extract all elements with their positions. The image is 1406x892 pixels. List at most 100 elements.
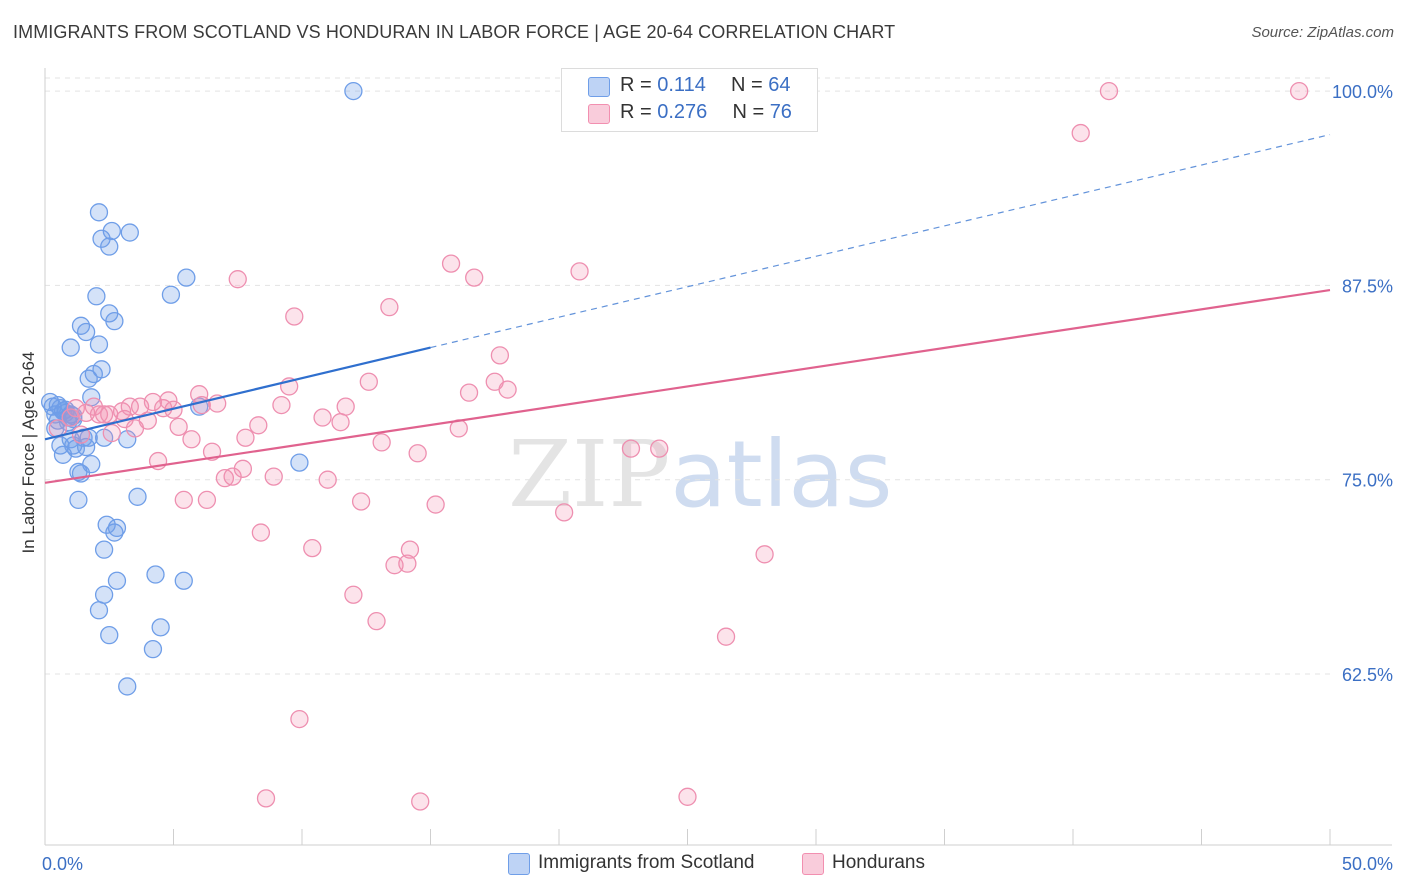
point-honduran: [367, 612, 386, 631]
point-honduran: [1099, 81, 1119, 101]
legend-r-value-scotland: 0.114: [657, 74, 706, 96]
point-scotland: [94, 540, 114, 559]
point-scotland: [102, 221, 121, 241]
point-honduran: [408, 444, 427, 463]
point-scotland: [61, 338, 80, 357]
point-honduran: [1290, 81, 1309, 101]
x-tick-label: 50.0%: [1342, 854, 1393, 874]
trendline-scotland-extension: [430, 134, 1331, 349]
trendline-scotland: [44, 346, 431, 441]
point-scotland: [161, 285, 181, 304]
x-tick-label: 0.0%: [42, 854, 83, 874]
point-scotland: [94, 585, 114, 604]
point-scotland: [92, 360, 111, 379]
point-scotland: [177, 268, 196, 287]
point-honduran: [344, 585, 363, 604]
point-honduran: [102, 423, 121, 443]
point-scotland: [89, 203, 109, 222]
point-honduran: [554, 503, 574, 522]
point-honduran: [182, 430, 201, 449]
source-label: Source: ZipAtlas.com: [1251, 24, 1394, 41]
point-scotland: [48, 395, 67, 415]
y-tick-label: 87.5%: [1342, 276, 1393, 296]
point-honduran: [380, 298, 399, 317]
bottom-legend-swatch-honduran: [802, 853, 824, 875]
point-scotland: [118, 677, 137, 696]
point-honduran: [290, 709, 309, 729]
legend-swatch-honduran: [588, 104, 610, 124]
point-honduran: [621, 439, 641, 458]
point-scotland: [107, 571, 127, 590]
legend-n-value-honduran: 76: [769, 101, 792, 123]
legend-r-label: R =: [620, 101, 658, 123]
point-honduran: [228, 270, 247, 289]
point-honduran: [716, 627, 736, 646]
point-scotland: [128, 487, 147, 506]
point-honduran: [498, 380, 517, 399]
point-honduran: [1071, 123, 1090, 143]
point-honduran: [303, 538, 322, 558]
legend-n-label: N =: [732, 101, 770, 123]
point-scotland: [100, 237, 119, 256]
point-honduran: [426, 495, 445, 514]
watermark: ZIPatlas: [508, 421, 893, 528]
point-honduran: [233, 459, 253, 478]
point-honduran: [755, 545, 774, 564]
point-honduran: [264, 467, 283, 486]
point-honduran: [89, 405, 109, 424]
point-honduran: [411, 792, 430, 811]
point-honduran: [400, 540, 420, 559]
point-honduran: [202, 442, 222, 461]
point-scotland: [107, 518, 127, 538]
y-tick-label: 62.5%: [1342, 665, 1393, 685]
point-scotland: [89, 335, 109, 354]
point-honduran: [359, 372, 378, 391]
point-scotland: [344, 81, 363, 101]
legend-swatch-scotland: [588, 77, 610, 97]
point-honduran: [313, 408, 332, 427]
point-scotland: [146, 565, 165, 584]
correlation-legend: R = 0.114 N = 64 R = 0.276 N = 76: [561, 68, 818, 132]
bottom-legend-label-honduran: Hondurans: [832, 852, 925, 873]
trendline-honduran: [44, 288, 1331, 484]
point-scotland: [69, 490, 88, 510]
point-honduran: [285, 307, 304, 326]
point-scotland: [87, 287, 106, 306]
legend-n-value-scotland: 64: [768, 74, 791, 96]
y-tick-label: 75.0%: [1342, 471, 1393, 491]
point-honduran: [570, 262, 589, 281]
point-honduran: [249, 416, 268, 435]
point-scotland: [120, 223, 139, 242]
y-tick-label: 100.0%: [1332, 82, 1393, 102]
point-scotland: [97, 515, 116, 534]
point-honduran: [331, 413, 350, 432]
legend-r-label: R =: [620, 74, 658, 96]
point-honduran: [459, 383, 479, 402]
point-honduran: [174, 490, 193, 510]
point-scotland: [143, 639, 163, 659]
point-honduran: [372, 433, 391, 452]
point-honduran: [169, 417, 188, 437]
point-honduran: [398, 554, 417, 573]
point-honduran: [441, 254, 461, 273]
point-honduran: [197, 490, 217, 510]
point-honduran: [336, 397, 355, 416]
point-honduran: [192, 395, 211, 415]
point-honduran: [465, 268, 484, 287]
chart-title: IMMIGRANTS FROM SCOTLAND VS HONDURAN IN …: [13, 22, 896, 42]
point-scotland: [105, 311, 124, 331]
legend-n-label: N =: [730, 74, 769, 96]
point-honduran: [256, 789, 276, 808]
point-scotland: [82, 455, 101, 474]
bottom-legend-label-scotland: Immigrants from Scotland: [538, 852, 755, 873]
point-honduran: [143, 392, 163, 412]
point-scotland: [89, 601, 109, 620]
point-honduran: [272, 395, 291, 415]
point-honduran: [120, 397, 139, 416]
point-honduran: [678, 787, 697, 806]
point-honduran: [318, 470, 337, 489]
legend-r-value-honduran: 0.276: [657, 101, 708, 123]
bottom-legend-swatch-scotland: [508, 853, 530, 875]
point-honduran: [236, 428, 255, 447]
point-honduran: [351, 492, 371, 511]
